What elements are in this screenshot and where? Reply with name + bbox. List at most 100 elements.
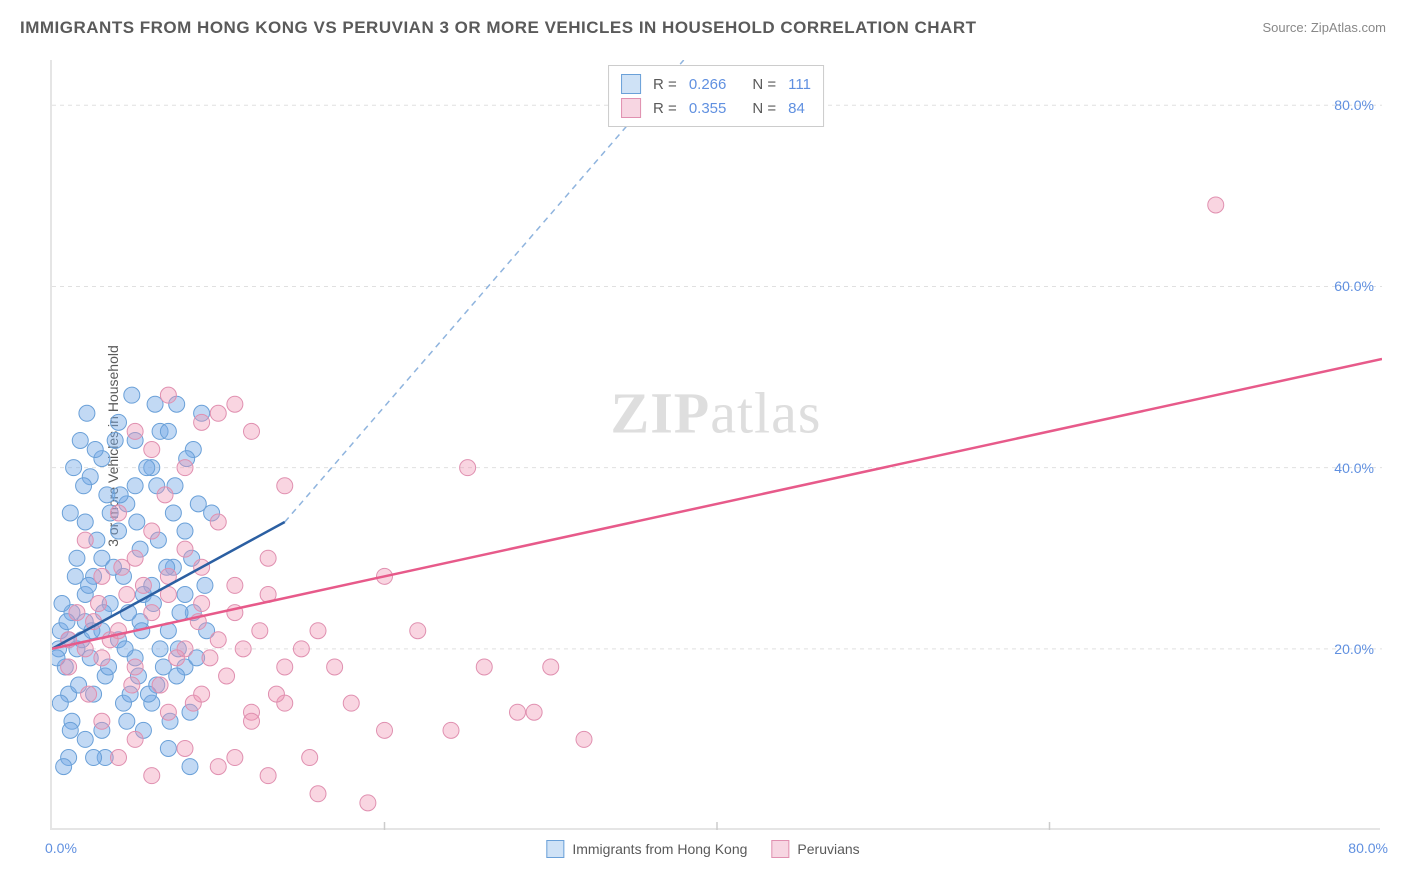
scatter-point bbox=[69, 550, 85, 566]
scatter-point bbox=[114, 559, 130, 575]
scatter-point bbox=[135, 577, 151, 593]
scatter-point bbox=[160, 704, 176, 720]
scatter-point bbox=[260, 550, 276, 566]
scatter-point bbox=[127, 659, 143, 675]
scatter-point bbox=[1208, 197, 1224, 213]
x-axis-origin: 0.0% bbox=[45, 840, 77, 856]
scatter-point bbox=[160, 423, 176, 439]
r-label: R = bbox=[653, 100, 677, 117]
scatter-point bbox=[111, 505, 127, 521]
scatter-point bbox=[190, 496, 206, 512]
scatter-point bbox=[52, 695, 68, 711]
scatter-point bbox=[227, 750, 243, 766]
scatter-point bbox=[194, 686, 210, 702]
scatter-point bbox=[94, 650, 110, 666]
scatter-point bbox=[197, 577, 213, 593]
y-tick-label: 20.0% bbox=[1334, 641, 1374, 657]
scatter-point bbox=[526, 704, 542, 720]
scatter-point bbox=[117, 641, 133, 657]
scatter-point bbox=[54, 596, 70, 612]
scatter-point bbox=[377, 722, 393, 738]
scatter-point bbox=[293, 641, 309, 657]
scatter-point bbox=[144, 523, 160, 539]
scatter-point bbox=[210, 759, 226, 775]
n-label: N = bbox=[752, 100, 776, 117]
scatter-point bbox=[127, 423, 143, 439]
x-axis-end: 80.0% bbox=[1348, 840, 1388, 856]
scatter-point bbox=[77, 731, 93, 747]
scatter-point bbox=[227, 577, 243, 593]
y-tick-label: 60.0% bbox=[1334, 278, 1374, 294]
r-value: 0.355 bbox=[689, 100, 727, 117]
scatter-point bbox=[360, 795, 376, 811]
scatter-point bbox=[99, 487, 115, 503]
scatter-point bbox=[277, 478, 293, 494]
scatter-point bbox=[302, 750, 318, 766]
scatter-point bbox=[343, 695, 359, 711]
n-label: N = bbox=[752, 76, 776, 93]
scatter-point bbox=[76, 478, 92, 494]
scatter-point bbox=[510, 704, 526, 720]
scatter-point bbox=[460, 460, 476, 476]
scatter-point bbox=[327, 659, 343, 675]
scatter-point bbox=[260, 768, 276, 784]
legend-label: Peruvians bbox=[797, 841, 859, 857]
legend-label: Immigrants from Hong Kong bbox=[572, 841, 747, 857]
scatter-point bbox=[310, 786, 326, 802]
correlation-legend: R =0.266N =111R =0.355N =84 bbox=[608, 65, 824, 127]
legend-swatch bbox=[621, 98, 641, 118]
scatter-plot bbox=[52, 60, 1382, 830]
scatter-point bbox=[77, 532, 93, 548]
scatter-point bbox=[244, 423, 260, 439]
scatter-point bbox=[310, 623, 326, 639]
scatter-point bbox=[111, 750, 127, 766]
legend-item: Immigrants from Hong Kong bbox=[546, 840, 747, 858]
legend-swatch bbox=[546, 840, 564, 858]
scatter-point bbox=[177, 586, 193, 602]
y-tick-label: 80.0% bbox=[1334, 97, 1374, 113]
scatter-point bbox=[169, 650, 185, 666]
scatter-point bbox=[87, 442, 103, 458]
scatter-point bbox=[543, 659, 559, 675]
scatter-point bbox=[177, 460, 193, 476]
scatter-point bbox=[576, 731, 592, 747]
scatter-point bbox=[79, 405, 95, 421]
scatter-point bbox=[81, 686, 97, 702]
scatter-point bbox=[410, 623, 426, 639]
scatter-point bbox=[194, 596, 210, 612]
scatter-point bbox=[61, 659, 77, 675]
scatter-point bbox=[268, 686, 284, 702]
scatter-point bbox=[177, 740, 193, 756]
scatter-point bbox=[277, 659, 293, 675]
scatter-point bbox=[144, 442, 160, 458]
scatter-point bbox=[62, 505, 78, 521]
scatter-point bbox=[252, 623, 268, 639]
source-label: Source: ZipAtlas.com bbox=[1262, 20, 1386, 35]
scatter-point bbox=[177, 523, 193, 539]
trend-line-extension bbox=[285, 60, 684, 522]
scatter-point bbox=[127, 478, 143, 494]
y-tick-label: 40.0% bbox=[1334, 460, 1374, 476]
scatter-point bbox=[94, 713, 110, 729]
scatter-point bbox=[129, 514, 145, 530]
scatter-point bbox=[152, 641, 168, 657]
scatter-point bbox=[124, 387, 140, 403]
scatter-point bbox=[119, 586, 135, 602]
n-value: 84 bbox=[788, 100, 805, 117]
chart-area: ZIPatlas R =0.266N =111R =0.355N =84 20.… bbox=[50, 60, 1380, 830]
series-legend: Immigrants from Hong Kong Peruvians bbox=[546, 840, 859, 858]
scatter-point bbox=[72, 432, 88, 448]
scatter-point bbox=[69, 605, 85, 621]
trend-line bbox=[52, 359, 1382, 649]
scatter-point bbox=[210, 632, 226, 648]
scatter-point bbox=[177, 541, 193, 557]
scatter-point bbox=[119, 713, 135, 729]
scatter-point bbox=[165, 505, 181, 521]
legend-row: R = 0.355 N = 84 bbox=[621, 96, 811, 120]
scatter-point bbox=[91, 596, 107, 612]
scatter-point bbox=[77, 514, 93, 530]
scatter-point bbox=[172, 605, 188, 621]
scatter-point bbox=[127, 731, 143, 747]
scatter-point bbox=[144, 768, 160, 784]
scatter-point bbox=[443, 722, 459, 738]
